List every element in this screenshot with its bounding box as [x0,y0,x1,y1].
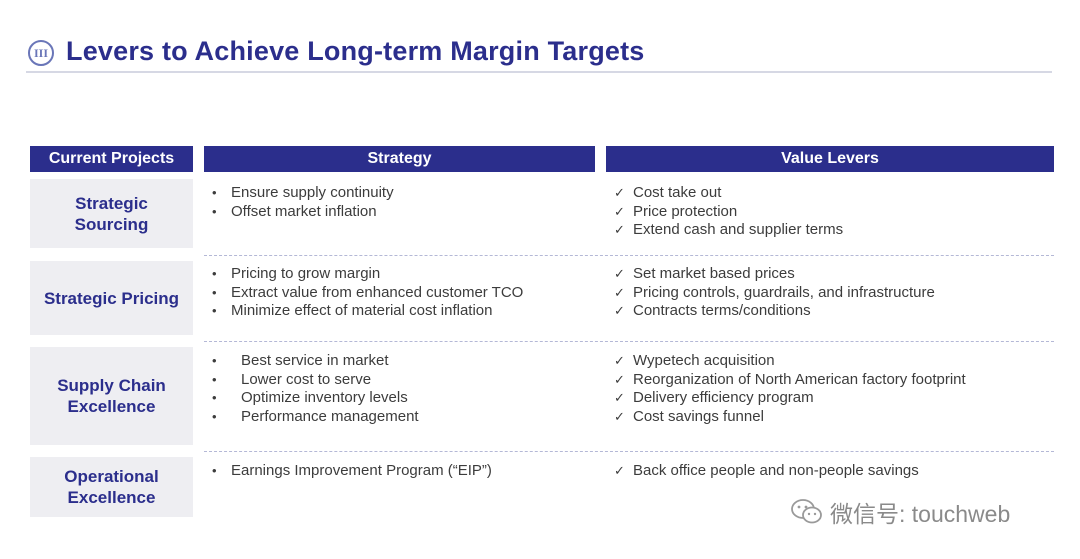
watermark-text: 微信号: touchweb [830,501,1011,527]
project-label: Operational Excellence [64,467,159,507]
strategy-item: Optimize inventory levels [212,389,419,408]
value-item: Set market based prices [614,265,935,284]
strategy-list-row-4: Earnings Improvement Program (“EIP”) [212,462,492,481]
project-label: Strategic Sourcing [74,193,149,234]
header-strategy: Strategy [204,146,595,172]
title-underline [26,71,1052,73]
row-separator [204,451,1054,452]
value-item: Cost take out [614,184,843,203]
title-bar: III Levers to Achieve Long-term Margin T… [26,36,1052,76]
value-list-row-4: Back office people and non-people saving… [614,462,919,481]
strategy-item: Minimize effect of material cost inflati… [212,302,523,321]
strategy-list-row-2: Pricing to grow margin Extract value fro… [212,265,523,321]
project-cell-operational-excellence: Operational Excellence [30,457,193,517]
value-item: Contracts terms/conditions [614,302,935,321]
value-item: Cost savings funnel [614,408,966,427]
value-item: Extend cash and supplier terms [614,221,843,240]
strategy-item: Performance management [212,408,419,427]
strategy-item: Extract value from enhanced customer TCO [212,284,523,303]
header-value-levers: Value Levers [606,146,1054,172]
project-cell-strategic-sourcing: Strategic Sourcing [30,179,193,248]
value-item: Back office people and non-people saving… [614,462,919,481]
project-cell-strategic-pricing: Strategic Pricing [30,261,193,335]
row-separator [204,341,1054,342]
value-item: Price protection [614,203,843,222]
project-label: Supply Chain Excellence [57,376,166,416]
strategy-item: Ensure supply continuity [212,184,394,203]
strategy-item: Earnings Improvement Program (“EIP”) [212,462,492,481]
project-cell-supply-chain-excellence: Supply Chain Excellence [30,347,193,445]
wechat-icon [791,499,822,524]
value-item: Pricing controls, guardrails, and infras… [614,284,935,303]
strategy-list-row-1: Ensure supply continuity Offset market i… [212,184,394,221]
row-separator [204,255,1054,256]
strategy-item: Offset market inflation [212,203,394,222]
strategy-item: Pricing to grow margin [212,265,523,284]
value-item: Reorganization of North American factory… [614,371,966,390]
value-list-row-1: Cost take out Price protection Extend ca… [614,184,843,240]
value-list-row-2: Set market based prices Pricing controls… [614,265,935,321]
strategy-item: Lower cost to serve [212,371,419,390]
page-title: Levers to Achieve Long-term Margin Targe… [66,36,645,66]
project-label: Strategic Pricing [43,288,180,308]
section-badge: III [28,40,54,66]
strategy-list-row-3: Best service in market Lower cost to ser… [212,352,419,426]
watermark: 微信号: touchweb [790,496,1010,528]
value-item: Wypetech acquisition [614,352,966,371]
value-item: Delivery efficiency program [614,389,966,408]
header-current-projects: Current Projects [30,146,193,172]
value-list-row-3: Wypetech acquisition Reorganization of N… [614,352,966,426]
strategy-item: Best service in market [212,352,419,371]
